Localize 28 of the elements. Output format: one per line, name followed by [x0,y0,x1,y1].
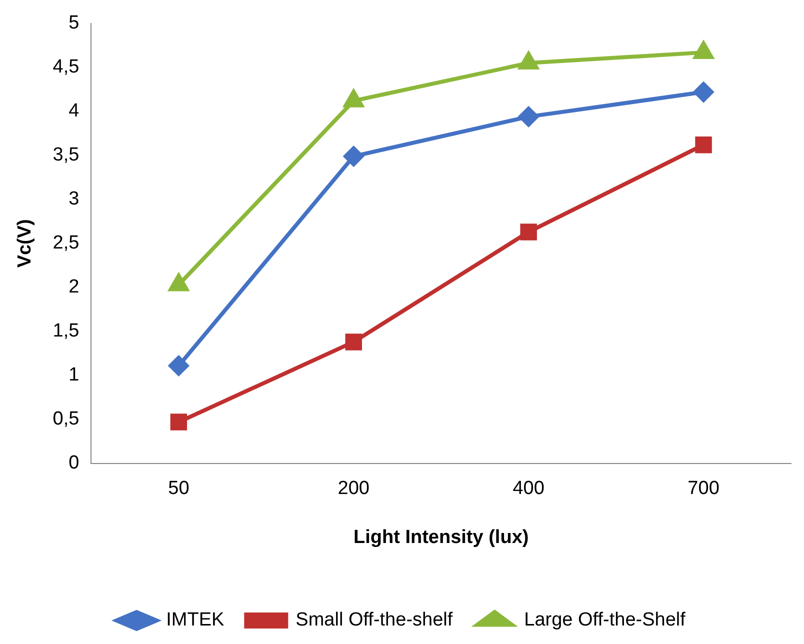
legend-label: Small Off-the-shelf [296,610,454,631]
y-tick-label: 4,5 [52,56,80,78]
y-tick-label: 0 [68,452,80,474]
y-tick-label: 4 [68,100,80,122]
y-tick-label: 1,5 [52,320,80,342]
point [170,414,188,430]
y-tick-label: 3 [68,188,80,210]
point [694,82,714,102]
point [344,146,364,166]
x-tick-label: 50 [168,478,190,500]
y-axis-title: Vc(V) [14,219,36,268]
y-tick-label: 2,5 [52,232,80,254]
y-tick-label: 2 [68,276,80,298]
x-tick-label: 400 [512,478,544,500]
y-tick-label: 1 [68,364,80,386]
x-tick-label: 700 [688,478,720,500]
point [695,136,712,154]
x-tick-label: 200 [338,478,370,500]
y-tick-label: 3,5 [52,144,80,166]
legend-label: IMTEK [166,610,224,631]
y-tick-label: 5 [68,12,80,34]
point [345,334,362,350]
point [520,224,537,240]
y-tick-label: 0,5 [52,408,80,430]
x-axis-title: Light Intensity (lux) [353,526,529,548]
point [518,106,539,127]
legend-label: Large Off-the-Shelf [524,610,686,631]
point [168,356,189,376]
